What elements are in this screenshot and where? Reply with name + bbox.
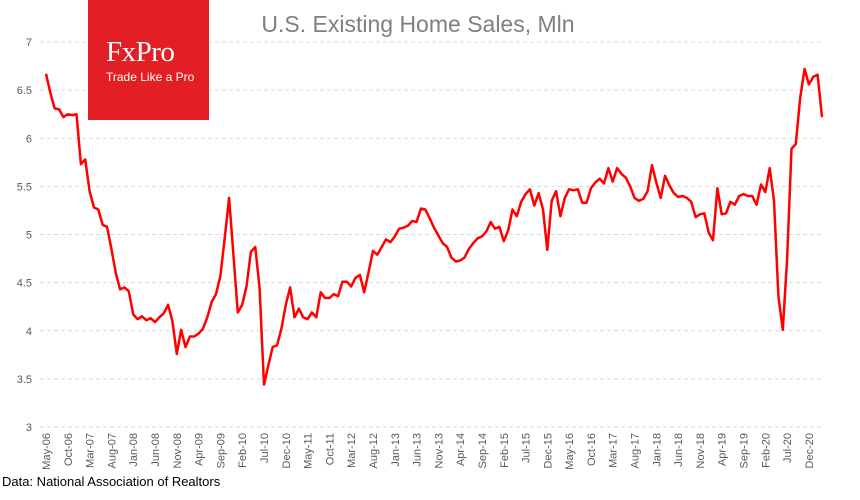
- x-tick-label: Apr-09: [194, 433, 206, 466]
- x-tick-label: May-11: [303, 433, 315, 469]
- logo-tagline: Trade Like a Pro: [106, 70, 195, 84]
- x-tick-label: Jan-13: [390, 433, 402, 467]
- x-tick-label: Dec-10: [281, 433, 293, 468]
- x-tick-label: Jun-08: [150, 433, 162, 467]
- x-tick-label: Sep-19: [739, 433, 751, 468]
- x-tick-label: Nov-08: [172, 433, 184, 468]
- x-tick-label: Jan-18: [651, 433, 663, 467]
- x-tick-label: Oct-16: [586, 433, 598, 466]
- x-tick-label: Oct-11: [324, 433, 336, 465]
- y-tick-label: 5: [26, 230, 32, 242]
- series-line: [44, 67, 824, 386]
- x-axis-ticks: May-06 Oct-06 Mar-07 Aug-07 Jan-08 Jun-08 Nov-…: [41, 433, 816, 470]
- x-tick-label: Feb-10: [237, 433, 249, 468]
- x-tick-label: May-06: [41, 433, 53, 470]
- gridlines: [40, 41, 822, 428]
- x-tick-label: Apr-14: [455, 433, 467, 466]
- x-tick-label: Mar-07: [85, 433, 97, 468]
- y-tick-label: 3: [26, 422, 32, 434]
- y-tick-label: 4: [26, 326, 32, 338]
- source-note: Data: National Association of Realtors: [2, 474, 221, 489]
- x-tick-label: Jun-18: [673, 433, 685, 467]
- logo-name: FxPro: [106, 36, 175, 68]
- x-tick-label: Feb-20: [760, 433, 772, 468]
- x-tick-label: Nov-18: [695, 433, 707, 468]
- x-tick-label: Apr-19: [717, 433, 729, 466]
- x-tick-label: Aug-17: [630, 433, 642, 468]
- x-tick-label: Sep-14: [477, 433, 489, 468]
- x-tick-label: Oct-06: [63, 433, 75, 466]
- x-tick-label: Jul-10: [259, 433, 271, 463]
- x-tick-label: Jan-08: [128, 433, 140, 467]
- x-tick-label: Dec-20: [804, 433, 816, 468]
- x-tick-label: Nov-13: [433, 433, 445, 468]
- x-tick-label: Dec-15: [542, 433, 554, 468]
- x-tick-label: Mar-12: [346, 433, 358, 468]
- x-tick-label: Jun-13: [412, 433, 424, 467]
- x-tick-label: Mar-17: [608, 433, 620, 468]
- brand-logo: FxPro Trade Like a Pro: [88, 0, 209, 120]
- chart-title: U.S. Existing Home Sales, Mln: [261, 11, 574, 37]
- x-tick-label: Sep-09: [215, 433, 227, 468]
- x-tick-label: May-16: [564, 433, 576, 470]
- y-tick-label: 4.5: [17, 278, 32, 290]
- y-axis-ticks: 3 3.5 4 4.5 5 5.5 6 6.5 7: [17, 37, 32, 434]
- y-tick-label: 6: [26, 133, 32, 145]
- x-tick-label: Feb-15: [499, 433, 511, 468]
- y-tick-label: 7: [26, 37, 32, 49]
- x-tick-label: Aug-07: [106, 433, 118, 468]
- x-tick-label: Jul-20: [782, 433, 794, 463]
- x-tick-label: Jul-15: [521, 433, 533, 463]
- y-tick-label: 3.5: [17, 374, 32, 386]
- y-tick-label: 5.5: [17, 181, 32, 193]
- x-tick-label: Aug-12: [368, 433, 380, 468]
- y-tick-label: 6.5: [17, 85, 32, 97]
